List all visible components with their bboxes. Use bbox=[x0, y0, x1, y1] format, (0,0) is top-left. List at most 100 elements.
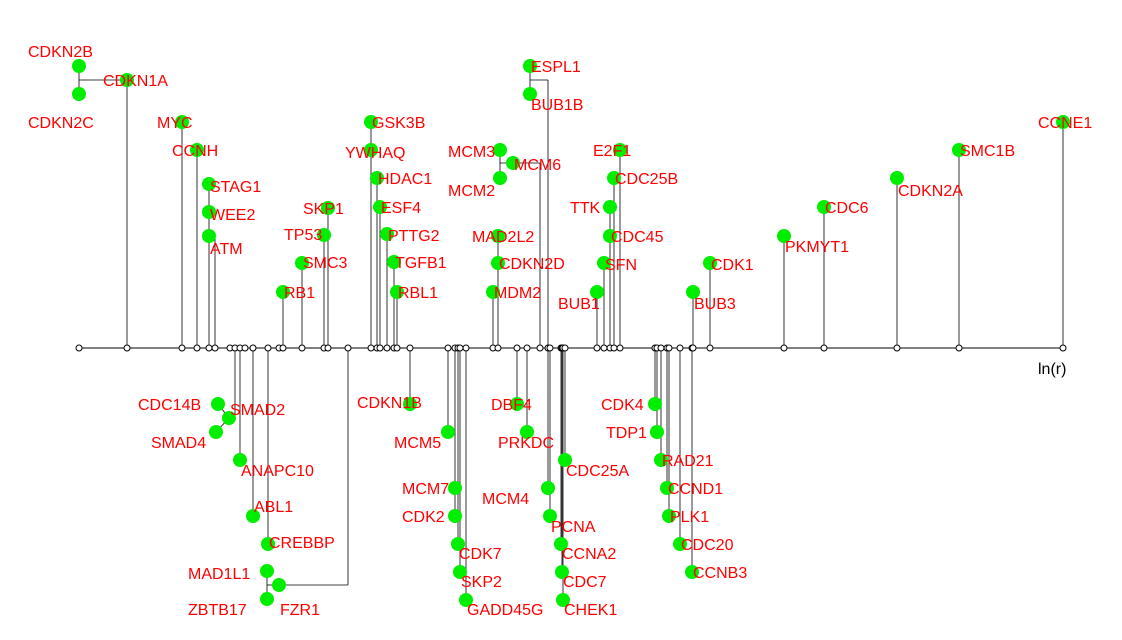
gene-node-rad21 bbox=[654, 453, 668, 467]
gene-label-smad2: SMAD2 bbox=[230, 402, 285, 419]
axis-tick-circle bbox=[1059, 344, 1067, 352]
gene-node-ttk bbox=[603, 200, 617, 214]
gene-label-ccnd1: CCND1 bbox=[668, 481, 723, 498]
gene-nodes bbox=[72, 59, 1070, 607]
gene-node-anapc10 bbox=[233, 453, 247, 467]
gene-label-cdkn2d: CDKN2D bbox=[499, 256, 565, 273]
axis-tick-circle bbox=[689, 344, 697, 352]
axis-tick-circle bbox=[676, 344, 684, 352]
axis-tick-circle bbox=[123, 344, 131, 352]
axis-tick-circle bbox=[593, 344, 601, 352]
gene-node-chek1 bbox=[556, 593, 570, 607]
gene-node-pcna bbox=[543, 509, 557, 523]
gene-label-cdc45: CDC45 bbox=[611, 229, 664, 246]
gene-label-gsk3b: GSK3B bbox=[372, 115, 425, 132]
axis-tick-circle bbox=[494, 344, 502, 352]
axis-tick-circle bbox=[665, 344, 673, 352]
gene-label-pttg2: PTTG2 bbox=[388, 228, 440, 245]
gene-node-cdk2 bbox=[448, 509, 462, 523]
gene-label-bub3: BUB3 bbox=[694, 296, 736, 313]
gene-node-abl1 bbox=[246, 509, 260, 523]
gene-node-dbf4 bbox=[510, 397, 524, 411]
gene-node-cdc6 bbox=[817, 200, 831, 214]
gene-label-cdc25a: CDC25A bbox=[566, 463, 629, 480]
gene-node-smc1b bbox=[952, 143, 966, 157]
axis-tick-circle bbox=[279, 344, 287, 352]
gene-label-tgfb1: TGFB1 bbox=[395, 255, 447, 272]
gene-node-pttg2 bbox=[380, 227, 394, 241]
gene-label-smc3: SMC3 bbox=[303, 255, 348, 272]
gene-node-ccnb3 bbox=[685, 565, 699, 579]
gene-node-fzr1 bbox=[272, 578, 286, 592]
gene-label-tdp1: TDP1 bbox=[606, 425, 647, 442]
axis-tick-circle bbox=[546, 344, 554, 352]
gene-label-mad2l2: MAD2L2 bbox=[472, 229, 534, 246]
axis-tick-circle bbox=[367, 344, 375, 352]
gene-label-mcm6: MCM6 bbox=[514, 157, 561, 174]
gene-label-smad4: SMAD4 bbox=[151, 435, 206, 452]
axis-tick-circle bbox=[657, 344, 665, 352]
gene-node-mad2l2 bbox=[491, 229, 505, 243]
axis-tick-circle bbox=[406, 344, 414, 352]
axis-tick-circle bbox=[344, 344, 352, 352]
axis-label: ln(r) bbox=[1038, 361, 1066, 378]
gene-label-atm: ATM bbox=[210, 241, 243, 258]
axis-tick-circle bbox=[383, 344, 391, 352]
axis-tick-circle bbox=[523, 344, 531, 352]
axis-tick-circle bbox=[298, 344, 306, 352]
gene-label-cdk4: CDK4 bbox=[601, 397, 644, 414]
gene-label-rbl1: RBL1 bbox=[398, 285, 438, 302]
gene-node-cdk1 bbox=[703, 256, 717, 270]
gene-node-smc3 bbox=[295, 256, 309, 270]
gene-label-mcm4: MCM4 bbox=[482, 491, 529, 508]
gene-label-mcm3: MCM3 bbox=[448, 144, 495, 161]
gene-node-gadd45g bbox=[459, 593, 473, 607]
gene-node-mdm2 bbox=[486, 285, 500, 299]
gene-label-chek1: CHEK1 bbox=[564, 602, 617, 619]
gene-node-smad2 bbox=[222, 411, 236, 425]
gene-label-cdc25b: CDC25B bbox=[615, 171, 678, 188]
axis-tick-circle bbox=[241, 344, 249, 352]
axis-tick-circle bbox=[536, 344, 544, 352]
gene-node-mcm6 bbox=[506, 156, 520, 170]
gene-node-plk1 bbox=[662, 509, 676, 523]
gene-label-skp1: SKP1 bbox=[303, 201, 344, 218]
gene-node-cdkn1b bbox=[403, 397, 417, 411]
gene-label-cdkn2a: CDKN2A bbox=[898, 183, 963, 200]
gene-label-rb1: RB1 bbox=[284, 285, 315, 302]
gene-label-gadd45g: GADD45G bbox=[467, 602, 543, 619]
gene-node-cdc45 bbox=[603, 229, 617, 243]
gene-node-ywhaq bbox=[364, 143, 378, 157]
gene-label-cdc14b: CDC14B bbox=[138, 397, 201, 414]
gene-node-smad4 bbox=[209, 425, 223, 439]
axis-tick-circle bbox=[393, 344, 401, 352]
gene-node-e2f1 bbox=[613, 143, 627, 157]
gene-node-gsk3b bbox=[364, 115, 378, 129]
axis-tick-circle bbox=[561, 344, 569, 352]
gene-label-zbtb17: ZBTB17 bbox=[188, 602, 247, 619]
gene-node-esf4 bbox=[373, 200, 387, 214]
gene-label-ywhaq: YWHAQ bbox=[345, 145, 405, 162]
gene-node-pkmyt1 bbox=[777, 229, 791, 243]
gene-node-mcm4 bbox=[541, 481, 555, 495]
gene-node-rbl1 bbox=[390, 285, 404, 299]
gene-node-bub1 bbox=[590, 285, 604, 299]
gene-label-pcna: PCNA bbox=[551, 519, 596, 536]
gene-label-ccna2: CCNA2 bbox=[562, 546, 616, 563]
gene-node-tdp1 bbox=[650, 425, 664, 439]
gene-label-cdk7: CDK7 bbox=[459, 546, 502, 563]
gene-label-bub1: BUB1 bbox=[558, 296, 600, 313]
gene-labels: CDKN2B CDKN1A CDKN2C MYC CCNH STAG1 WEE2 ATM SKP… bbox=[28, 44, 1092, 619]
axis-tick-circle bbox=[205, 344, 213, 352]
axis-tick-circle bbox=[616, 344, 624, 352]
gene-node-zbtb17 bbox=[260, 592, 274, 606]
axis bbox=[75, 344, 1067, 352]
gene-label-esf4: ESF4 bbox=[381, 200, 421, 217]
gene-label-dbf4: DBF4 bbox=[491, 397, 532, 414]
gene-label-myc: MYC bbox=[157, 115, 193, 132]
gene-node-espl1 bbox=[523, 59, 537, 73]
gene-label-wee2: WEE2 bbox=[210, 207, 255, 224]
gene-label-crebbp: CREBBP bbox=[269, 535, 335, 552]
gene-label-stag1: STAG1 bbox=[210, 179, 261, 196]
gene-label-e2f1: E2F1 bbox=[593, 143, 631, 160]
